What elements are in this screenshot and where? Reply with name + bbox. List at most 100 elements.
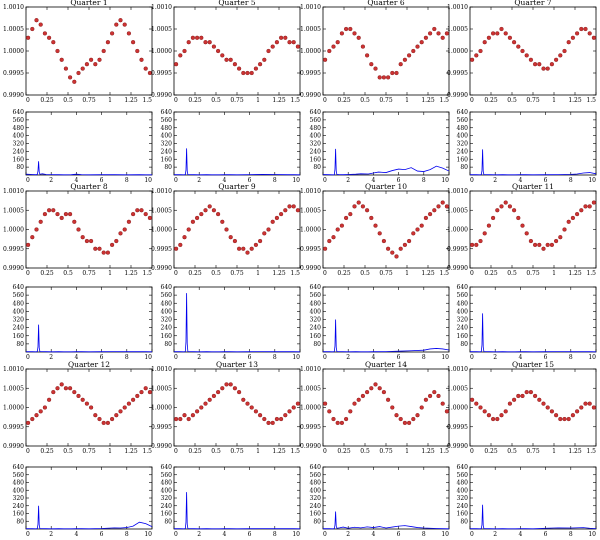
x-tick-label: 8 [569, 354, 573, 361]
data-point [262, 57, 267, 62]
data-point [126, 401, 131, 406]
data-point [545, 405, 550, 410]
data-point [105, 420, 110, 425]
data-point [528, 390, 533, 395]
x-tick-label: 1.25 [124, 97, 138, 104]
data-point [105, 40, 110, 45]
y-tick-label: 0.9995 [3, 70, 24, 77]
data-point [174, 416, 179, 422]
data-point [67, 212, 73, 217]
x-tick-label: 0.75 [526, 270, 540, 277]
data-point [486, 223, 491, 228]
data-point [411, 48, 416, 54]
data-point [291, 204, 296, 209]
data-point [369, 62, 374, 67]
x-tick-label: 1 [552, 448, 556, 455]
data-point [72, 79, 77, 84]
data-point [42, 405, 47, 410]
data-point [516, 44, 521, 49]
data-point [528, 57, 533, 62]
y-tick-label: 320 [310, 495, 322, 502]
data-point [570, 215, 575, 221]
data-point [507, 401, 512, 406]
data-point [491, 31, 496, 36]
x-tick-label: 0.25 [484, 270, 498, 277]
data-point [195, 215, 200, 221]
data-point [228, 235, 233, 240]
y-tick-label: 320 [13, 317, 25, 324]
x-tick-label: 6 [100, 531, 104, 538]
x-tick-label: 10 [588, 177, 596, 184]
data-point [114, 238, 119, 244]
data-point [558, 235, 563, 240]
data-point [266, 48, 271, 54]
x-tick-label: 4 [518, 177, 522, 184]
data-point [402, 242, 407, 247]
data-point [51, 390, 56, 395]
y-tick-label: 160 [13, 511, 25, 518]
plot-frame [25, 190, 153, 269]
data-point [224, 227, 229, 232]
x-tick-label: 6 [100, 354, 104, 361]
data-point [499, 413, 504, 418]
data-point [587, 204, 592, 209]
x-tick-label: 0.5 [507, 270, 517, 277]
x-tick-label: 1.5 [290, 97, 300, 104]
y-tick-label: 1.0000 [151, 405, 172, 412]
data-point [499, 204, 504, 209]
y-tick-label: 1.0010 [300, 366, 321, 373]
y-tick-label: 1.0010 [151, 4, 172, 11]
data-point [195, 409, 200, 414]
data-point [495, 416, 500, 422]
data-point [562, 48, 567, 54]
x-tick-label: 1.25 [421, 448, 435, 455]
data-point [474, 401, 479, 406]
x-tick-label: 0.5 [360, 448, 370, 455]
data-point [232, 238, 237, 244]
x-tick-label: 0 [470, 531, 474, 538]
light-curve-panel: 0 0.25 0.5 0.75 1 1.25 1.5 0.9990 0.9995 1.0000 1.… [300, 0, 450, 104]
data-point [55, 386, 60, 391]
data-point [182, 413, 187, 418]
x-tick-label: 10 [292, 354, 300, 361]
x-tick-label: 1.25 [124, 270, 138, 277]
data-point [365, 208, 370, 213]
y-tick-label: 560 [457, 292, 469, 299]
x-tick-label: 8 [273, 531, 277, 538]
data-point [373, 223, 378, 228]
data-point [532, 393, 538, 399]
y-tick-label: 0.9995 [151, 424, 172, 431]
data-point [553, 238, 559, 244]
x-tick-label: 2 [197, 531, 201, 538]
x-tick-label: 1.5 [439, 97, 449, 104]
data-point [558, 53, 563, 58]
x-tick-label: 1.5 [586, 97, 596, 104]
x-tick-label: 0 [323, 448, 327, 455]
x-tick-label: 0 [470, 354, 474, 361]
x-tick-label: 0 [174, 448, 178, 455]
data-point [178, 242, 183, 247]
x-tick-label: 1.25 [272, 97, 286, 104]
data-point [26, 35, 31, 40]
x-tick-label: 1.5 [290, 448, 300, 455]
y-tick-label: 320 [310, 141, 322, 148]
plot-frame [322, 368, 450, 447]
data-point [26, 242, 31, 247]
data-point [423, 397, 428, 402]
data-point [386, 397, 391, 402]
y-tick-label: 0.9990 [3, 443, 24, 450]
y-tick-label: 0.9990 [151, 265, 172, 272]
x-tick-label: 0.5 [507, 97, 517, 104]
data-point [139, 208, 144, 213]
y-tick-label: 560 [13, 117, 25, 124]
x-tick-label: 4 [74, 354, 78, 361]
x-tick-label: 0.5 [63, 448, 73, 455]
data-point [26, 420, 31, 425]
y-tick-label: 160 [161, 333, 173, 340]
y-tick-label: 480 [161, 300, 173, 307]
periodogram-line [174, 148, 301, 176]
x-tick-label: 0 [26, 354, 30, 361]
data-point [258, 413, 263, 418]
